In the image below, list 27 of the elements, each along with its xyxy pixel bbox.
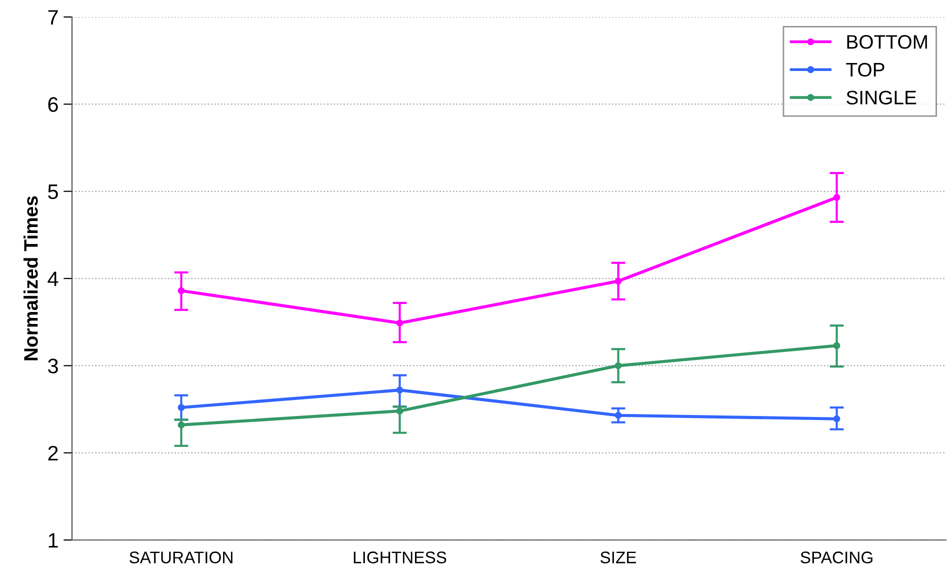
y-tick-label: 2 <box>48 446 58 460</box>
y-tick-label: 3 <box>48 358 58 374</box>
point <box>614 278 622 285</box>
y-tick-label: 5 <box>48 184 58 200</box>
point <box>614 362 622 370</box>
point <box>396 408 404 414</box>
point <box>178 404 185 411</box>
point <box>396 319 404 326</box>
point <box>178 421 185 428</box>
y-tick-label: 6 <box>48 97 58 112</box>
x-tick-label: LIGHTNESS <box>354 552 446 564</box>
legend-label: BOTTOM <box>847 35 927 49</box>
point <box>178 287 185 294</box>
y-tick-label: 7 <box>48 10 58 25</box>
legend-label: TOP <box>846 62 884 77</box>
x-tick-label: SIZE <box>600 552 636 564</box>
point <box>833 415 840 422</box>
y-tick-label: 1 <box>48 533 58 548</box>
x-tick-label: SPACING <box>800 552 872 564</box>
legend-label: SINGLE <box>846 90 916 104</box>
y-axis-title: Normalized Times <box>24 196 38 360</box>
y-tick-label: 4 <box>48 272 58 286</box>
point <box>833 342 840 350</box>
point <box>614 412 622 419</box>
point <box>396 386 404 394</box>
x-tick-label: SATURATION <box>130 552 232 564</box>
point <box>833 194 840 201</box>
